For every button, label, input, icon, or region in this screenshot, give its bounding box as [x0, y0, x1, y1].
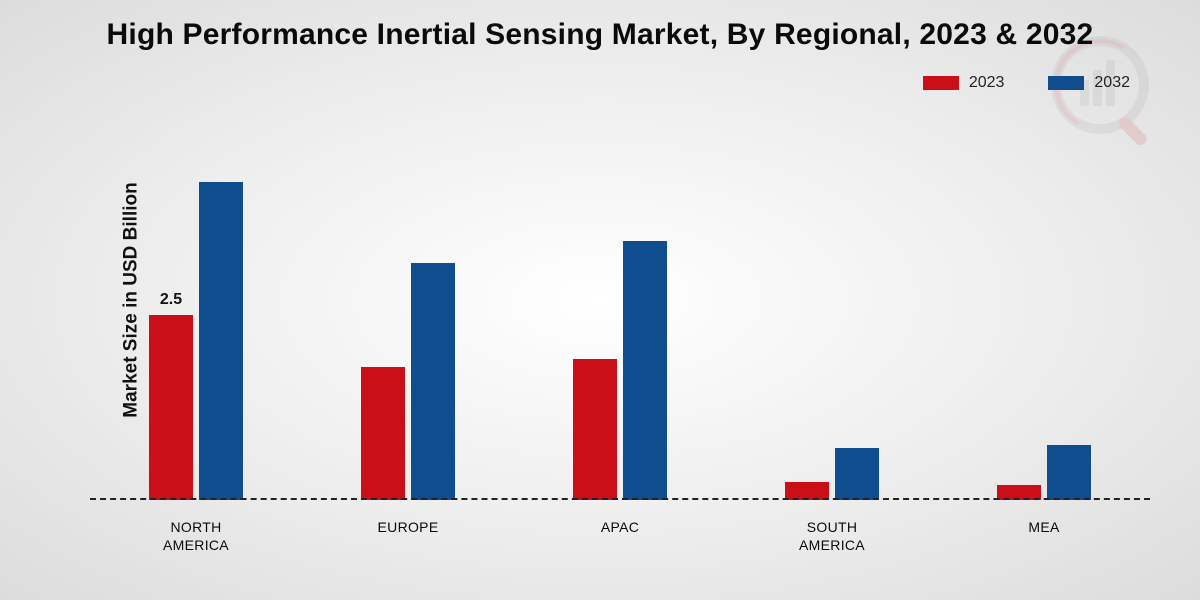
bar-groups: 2.5: [90, 130, 1150, 500]
chart-title: High Performance Inertial Sensing Market…: [60, 18, 1140, 52]
category-label: MEA: [938, 519, 1150, 554]
legend: 2023 2032: [923, 74, 1130, 92]
category-label: APAC: [514, 519, 726, 554]
legend-item-2023: 2023: [923, 74, 1005, 92]
bar-group: [302, 130, 514, 500]
bar-2032: [1047, 445, 1091, 501]
legend-swatch-2023: [923, 76, 959, 90]
category-label: EUROPE: [302, 519, 514, 554]
bar-2032: [835, 448, 879, 500]
legend-label-2023: 2023: [969, 74, 1005, 92]
plot-area: 2.5: [90, 130, 1150, 500]
bar-2032: [411, 263, 455, 500]
bar-value-label: 2.5: [160, 291, 182, 309]
bar-2023: 2.5: [149, 315, 193, 500]
legend-item-2032: 2032: [1048, 74, 1130, 92]
category-label: NORTH AMERICA: [90, 519, 302, 554]
bar-2032: [623, 241, 667, 500]
bar-group: [726, 130, 938, 500]
bar-group: [938, 130, 1150, 500]
bar-2032: [199, 182, 243, 500]
legend-swatch-2032: [1048, 76, 1084, 90]
bar-2023: [361, 367, 405, 500]
bar-2023: [573, 359, 617, 500]
legend-label-2032: 2032: [1094, 74, 1130, 92]
bar-group: 2.5: [90, 130, 302, 500]
x-axis-baseline: [90, 498, 1150, 500]
category-labels: NORTH AMERICAEUROPEAPACSOUTH AMERICAMEA: [90, 519, 1150, 554]
bar-group: [514, 130, 726, 500]
category-label: SOUTH AMERICA: [726, 519, 938, 554]
